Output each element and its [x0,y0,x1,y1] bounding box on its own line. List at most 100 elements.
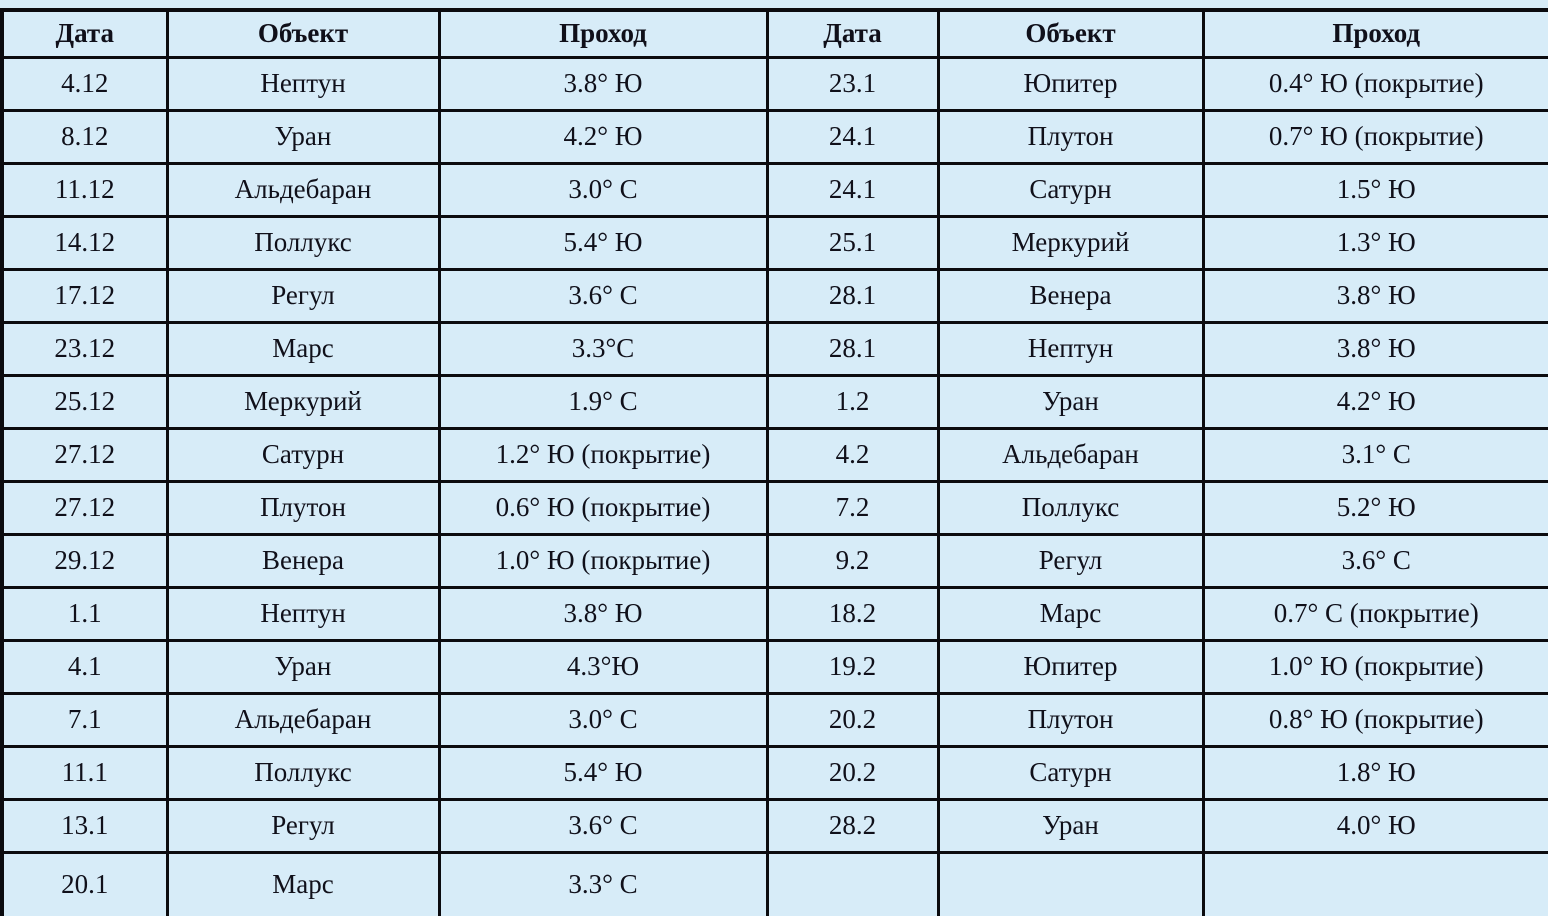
table-row: 27.12 Плутон 0.6° Ю (покрытие) 7.2 Поллукс 5.… [0,479,1548,536]
cell-date: 1.1 [0,585,169,642]
cell-date: 24.1 [765,108,940,165]
cell-object: Поллукс [165,214,441,271]
cell-passage: 0.4° Ю (покрытие) [1201,55,1548,112]
cell-passage: 3.6° С [1201,532,1548,589]
table-row: 8.12 Уран 4.2° Ю 24.1 Плутон 0.7° Ю (покрытие… [0,108,1548,165]
cell-object: Поллукс [165,744,441,801]
cell-object: Уран [936,373,1205,430]
cell-date: 4.1 [0,638,169,695]
cell-object: Плутон [165,479,441,536]
cell-passage [1201,850,1548,916]
cell-passage: 3.6° С [437,797,769,854]
cell-object: Меркурий [165,373,441,430]
cell-passage: 1.5° Ю [1201,161,1548,218]
cell-object: Альдебаран [936,426,1205,483]
cell-date: 7.2 [765,479,940,536]
table-row: 11.12 Альдебаран 3.0° С 24.1 Сатурн 1.5° Ю [0,161,1548,218]
cell-object: Нептун [936,320,1205,377]
cell-passage: 4.2° Ю [437,108,769,165]
cell-date: 11.12 [0,161,169,218]
cell-date [765,850,940,916]
cell-object: Регул [936,532,1205,589]
passes-table: Дата Объект Проход Дата Объект Проход 4.… [0,8,1548,916]
cell-object: Марс [165,850,441,916]
cell-passage: 4.2° Ю [1201,373,1548,430]
cell-object: Альдебаран [165,691,441,748]
cell-passage: 1.3° Ю [1201,214,1548,271]
table-row: 14.12 Поллукс 5.4° Ю 25.1 Меркурий 1.3° Ю [0,214,1548,271]
cell-passage: 3.8° Ю [437,585,769,642]
cell-date: 9.2 [765,532,940,589]
header-object-left: Объект [165,8,441,59]
table-row: 4.1 Уран 4.3°Ю 19.2 Юпитер 1.0° Ю (покрытие) [0,638,1548,695]
cell-object: Уран [165,108,441,165]
table-row: 29.12 Венера 1.0° Ю (покрытие) 9.2 Регул 3.6°… [0,532,1548,589]
cell-object: Поллукс [936,479,1205,536]
cell-object: Нептун [165,585,441,642]
cell-object: Уран [165,638,441,695]
cell-date: 19.2 [765,638,940,695]
header-pass-left: Проход [437,8,769,59]
cell-date: 17.12 [0,267,169,324]
cell-passage: 3.8° Ю [437,55,769,112]
cell-date: 8.12 [0,108,169,165]
cell-object: Венера [165,532,441,589]
header-row: Дата Объект Проход Дата Объект Проход [0,8,1548,59]
cell-date: 29.12 [0,532,169,589]
cell-object: Регул [165,267,441,324]
table-row: 13.1 Регул 3.6° С 28.2 Уран 4.0° Ю [0,797,1548,854]
header-date-right: Дата [765,8,940,59]
cell-passage: 4.3°Ю [437,638,769,695]
header-object-right: Объект [936,8,1205,59]
cell-date: 28.1 [765,267,940,324]
cell-passage: 3.8° Ю [1201,267,1548,324]
cell-date: 28.1 [765,320,940,377]
cell-date: 25.1 [765,214,940,271]
cell-date: 27.12 [0,426,169,483]
cell-object: Венера [936,267,1205,324]
cell-object [936,850,1205,916]
cell-date: 20.1 [0,850,169,916]
table-row: 4.12 Нептун 3.8° Ю 23.1 Юпитер 0.4° Ю (покрыт… [0,55,1548,112]
cell-passage: 3.0° С [437,691,769,748]
cell-object: Нептун [165,55,441,112]
cell-object: Уран [936,797,1205,854]
table-row: 11.1 Поллукс 5.4° Ю 20.2 Сатурн 1.8° Ю [0,744,1548,801]
table-row: 27.12 Сатурн 1.2° Ю (покрытие) 4.2 Альдебара… [0,426,1548,483]
cell-passage: 3.3°С [437,320,769,377]
cell-passage: 4.0° Ю [1201,797,1548,854]
table-row: 17.12 Регул 3.6° С 28.1 Венера 3.8° Ю [0,267,1548,324]
cell-date: 14.12 [0,214,169,271]
cell-passage: 0.7° С (покрытие) [1201,585,1548,642]
cell-object: Юпитер [936,638,1205,695]
cell-date: 20.2 [765,744,940,801]
cell-date: 1.2 [765,373,940,430]
cell-passage: 0.6° Ю (покрытие) [437,479,769,536]
cell-date: 4.12 [0,55,169,112]
table-header: Дата Объект Проход Дата Объект Проход [0,8,1548,59]
header-date-left: Дата [0,8,169,59]
cell-passage: 3.6° С [437,267,769,324]
table-row: 23.12 Марс 3.3°С 28.1 Нептун 3.8° Ю [0,320,1548,377]
cell-date: 7.1 [0,691,169,748]
cell-date: 28.2 [765,797,940,854]
cell-passage: 5.4° Ю [437,214,769,271]
header-pass-right: Проход [1201,8,1548,59]
cell-passage: 1.9° С [437,373,769,430]
cell-passage: 3.8° Ю [1201,320,1548,377]
cell-passage: 1.2° Ю (покрытие) [437,426,769,483]
cell-object: Марс [165,320,441,377]
cell-object: Сатурн [165,426,441,483]
cell-passage: 3.1° С [1201,426,1548,483]
cell-date: 24.1 [765,161,940,218]
cell-object: Сатурн [936,744,1205,801]
cell-object: Сатурн [936,161,1205,218]
cell-passage: 5.2° Ю [1201,479,1548,536]
cell-object: Регул [165,797,441,854]
cell-date: 11.1 [0,744,169,801]
cell-object: Юпитер [936,55,1205,112]
cell-date: 20.2 [765,691,940,748]
cell-date: 23.12 [0,320,169,377]
cell-passage: 1.8° Ю [1201,744,1548,801]
